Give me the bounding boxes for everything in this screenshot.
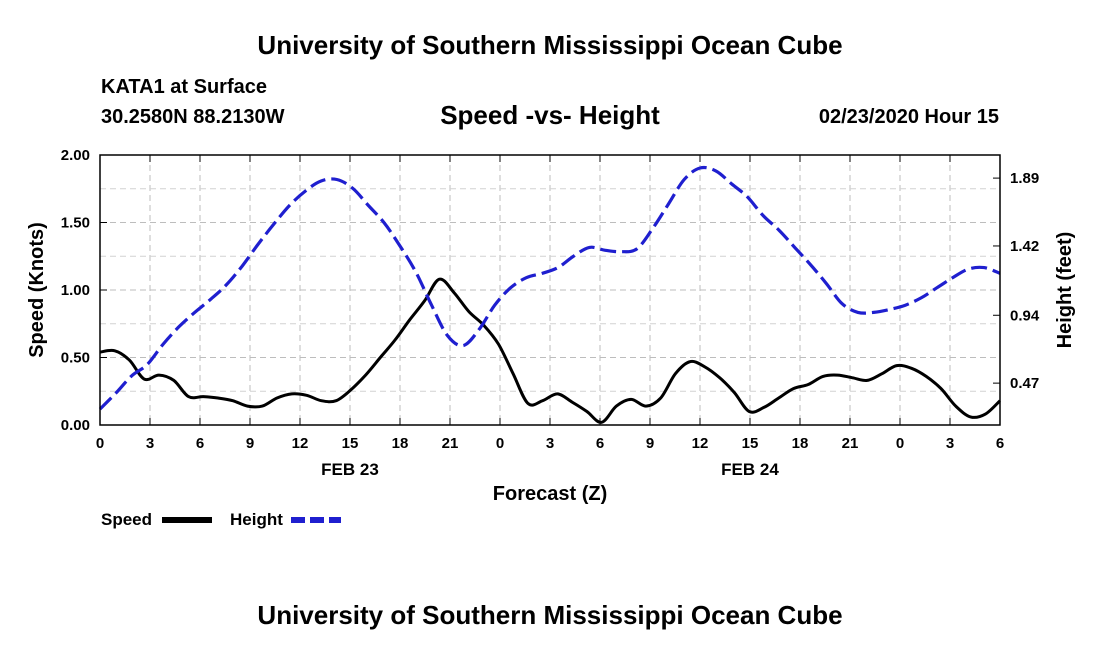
- x-tick-label: 0: [496, 435, 504, 452]
- chart-title: Speed -vs- Height: [440, 100, 660, 130]
- x-tick-label: 3: [946, 435, 954, 452]
- x-tick-label: 3: [546, 435, 554, 452]
- series-line-height: [98, 165, 1001, 411]
- y-tick-label: 1.00: [61, 282, 90, 299]
- x-date-label: FEB 23: [321, 460, 379, 479]
- footer-title: University of Southern Mississippi Ocean…: [257, 600, 843, 630]
- legend-label-speed: Speed: [101, 510, 152, 529]
- x-tick-label: 21: [442, 435, 459, 452]
- x-tick-label: 18: [792, 435, 809, 452]
- x-tick-label: 9: [246, 435, 254, 452]
- y-tick-label: 0.50: [61, 350, 90, 367]
- x-tick-label: 15: [342, 435, 359, 452]
- forecast-date: 02/23/2020 Hour 15: [818, 106, 999, 128]
- x-tick-label: 12: [292, 435, 309, 452]
- y2-tick-label: 0.94: [1010, 307, 1040, 324]
- y-tick-label: 1.50: [61, 215, 90, 232]
- page-title: University of Southern Mississippi Ocean…: [257, 30, 843, 60]
- y-tick-label: 0.00: [61, 417, 90, 434]
- x-tick-label: 3: [146, 435, 154, 452]
- y-axis-label: Speed (Knots): [26, 222, 48, 358]
- legend: Speed Height: [101, 510, 341, 529]
- series-lines: [98, 165, 1002, 424]
- x-tick-label: 9: [646, 435, 654, 452]
- y-tick-label: 2.00: [61, 147, 90, 164]
- y2-tick-label: 1.89: [1010, 170, 1039, 187]
- grid: [100, 155, 1000, 425]
- x-axis-label: Forecast (Z): [493, 483, 607, 505]
- y2-axis-label: Height (feet): [1054, 232, 1076, 349]
- x-tick-label: 0: [96, 435, 104, 452]
- x-tick-label: 18: [392, 435, 409, 452]
- station-label: KATA1 at Surface: [101, 76, 267, 98]
- y2-tick-label: 0.47: [1010, 375, 1039, 392]
- series-line-speed: [99, 277, 1002, 424]
- x-tick-label: 6: [196, 435, 204, 452]
- x-date-label: FEB 24: [721, 460, 779, 479]
- x-tick-label: 6: [596, 435, 604, 452]
- station-coordinates: 30.2580N 88.2130W: [101, 106, 285, 128]
- legend-label-height: Height: [230, 510, 283, 529]
- x-tick-label: 15: [742, 435, 759, 452]
- x-tick-label: 21: [842, 435, 859, 452]
- y2-tick-label: 1.42: [1010, 238, 1039, 255]
- x-tick-label: 6: [996, 435, 1004, 452]
- x-tick-label: 12: [692, 435, 709, 452]
- x-tick-label: 0: [896, 435, 904, 452]
